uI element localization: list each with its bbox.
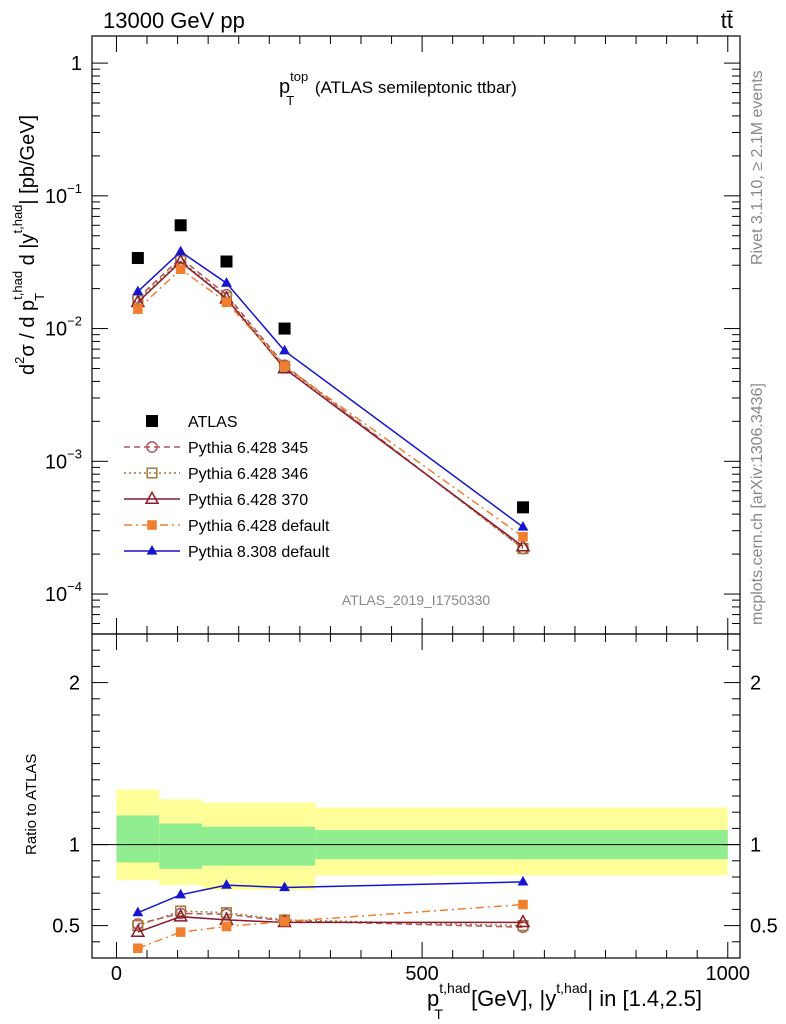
main-y-tick-label: 10−2 [45,314,82,341]
ratio-point-4-1 [175,888,187,899]
ratio-y-tick-label: 1 [69,835,80,857]
analysis-id: ATLAS_2019_I1750330 [342,592,491,608]
ratio-y-tick-label-right: 2 [750,673,761,695]
main-point-4-3 [279,361,290,372]
ratio-x-tick-label: 1000 [706,963,751,985]
main-series-line-5 [137,250,524,528]
main-point-5-3 [279,344,290,355]
ratio-point-4-2 [221,879,232,889]
ratio-point-2-0 [130,923,146,938]
ratio-frame [91,633,741,959]
legend-label-4: Pythia 6.428 default [188,518,330,535]
legend-label-0: ATLAS [188,414,238,431]
ratio-point-4-4 [517,875,529,886]
legend-label-2: Pythia 6.428 346 [188,466,308,483]
ratio-point-2-1 [173,908,188,922]
ratio-x-tick-label: 0 [111,963,122,985]
ratio-point-4-3 [279,881,290,892]
ratio-y-tick-label: 0.5 [52,916,80,938]
legend-marker-2 [146,467,158,479]
main-y-tick-label: 10−3 [45,446,82,473]
main-point-5-1 [175,245,187,256]
mcplots-label: mcplots.cern.ch [arXiv:1306.3436] [749,383,766,625]
main-title: ptop T (ATLAS semileptonic ttbar) [279,69,517,108]
legend-marker-5 [146,545,158,555]
ratio-series-line-2 [137,915,523,933]
rivet-label: Rivet 3.1.10, ≥ 2.1M events [749,70,766,265]
main-y-tick-label: 10−1 [45,181,82,208]
main-point-0-2 [220,255,233,268]
legend-marker-4 [147,520,157,530]
main-point-4-4 [518,531,528,542]
main-point-4-0 [133,304,143,314]
main-point-3-4 [515,538,531,552]
process-label: tt̄ [721,8,733,33]
legend-label-5: Pythia 8.308 default [188,544,330,561]
x-axis-label: pt,had T [GeV], |yt,had| in [1.4,2.5] [427,980,702,1022]
ratio-point-1-0 [132,920,144,932]
ratio-y-tick-label: 2 [69,673,80,695]
ratio-x-tick-label: 500 [405,963,438,985]
main-y-tick-label: 10−4 [45,579,82,606]
ratio-band-inner-2 [202,826,316,866]
ratio-y-axis-label: Ratio to ATLAS [23,754,40,855]
main-point-4-2 [221,297,232,307]
main-point-0-1 [174,219,187,232]
main-y-tick-label: 1 [71,53,82,75]
ratio-point-3-1 [175,927,186,937]
ratio-panel: 0.5 0.5 1 1 2 2 0 500 1000 Ratio to ATLAS pt,had… [23,633,778,1022]
legend-marker-0 [146,415,158,427]
main-y-axis-label: d2σ / d pt,had T d |yt,had| [pb/GeV] [10,115,47,375]
main-panel: 1 10−1 10−2 10−3 10−4 ptop T (ATLAS semilepto… [10,35,741,635]
ratio-point-2-4 [515,914,531,928]
main-point-0-4 [516,501,529,514]
legend-marker-3 [144,490,160,504]
ratio-point-1-2 [220,907,233,919]
ratio-band-inner-0 [116,815,160,863]
ratio-point-3-0 [133,943,143,954]
main-point-5-0 [132,285,144,296]
main-point-5-4 [517,520,529,531]
ratio-point-4-0 [132,906,144,917]
ratio-point-3-4 [518,899,528,910]
main-point-5-2 [221,277,232,287]
ratio-point-3-3 [279,916,290,927]
main-point-4-1 [175,264,186,275]
ratio-point-3-2 [221,921,232,932]
main-point-0-0 [131,252,144,265]
ratio-band-inner-1 [159,823,203,869]
ratio-y-tick-label-right: 1 [750,835,761,857]
legend: ATLAS Pythia 6.428 345 Pythia 6.428 346 Pyt… [124,414,330,561]
energy-label: 13000 GeV pp [103,8,245,33]
legend-label-1: Pythia 6.428 345 [188,440,308,457]
ratio-y-tick-label-right: 0.5 [750,916,778,938]
ratio-point-1-1 [175,905,187,917]
legend-label-3: Pythia 6.428 370 [188,492,308,509]
main-point-0-3 [278,322,291,335]
legend-marker-1 [146,441,158,453]
